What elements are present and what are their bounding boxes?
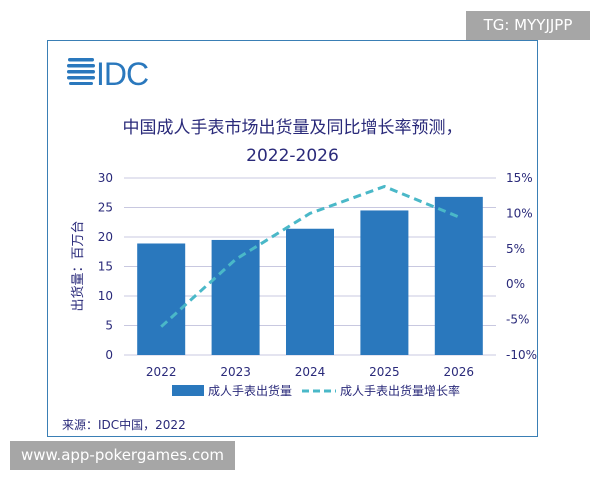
growth-rate-line [160,184,460,328]
y-tick-label: 15 [98,260,113,274]
x-tick-label: 2025 [369,365,400,379]
x-tick-label: 2026 [444,365,475,379]
watermark-top: TG: MYYJJPP [466,11,590,40]
title-line-1: 中国成人手表市场出货量及同比增长率预测， [122,118,463,138]
y2-tick-label: -10% [506,348,537,362]
source-note: 来源：IDC中国，2022 [62,418,186,432]
y2-tick-label: 5% [506,242,525,256]
y-tick-label: 0 [105,348,113,362]
chart-title: 中国成人手表市场出货量及同比增长率预测， 2022-2026 [47,114,538,170]
y-tick-label: 10 [98,289,113,303]
y-tick-label: 20 [98,230,113,244]
title-line-2: 2022-2026 [246,146,339,166]
bar-2026 [434,196,483,355]
watermark-bottom: www.app-pokergames.com [10,441,235,470]
legend-bar-swatch [172,385,204,396]
y2-tick-label: 10% [506,206,533,220]
y-tick-label: 5 [105,319,113,333]
y-tick-label: 30 [98,171,113,185]
y-tick-label: 25 [98,201,113,215]
chart-frame [47,40,538,437]
logo-text: IDC [96,56,148,92]
bar-2025 [360,210,409,355]
bar-2023 [211,239,260,355]
x-tick-label: 2022 [146,365,177,379]
legend-line-label: 成人手表出货量增长率 [340,383,460,398]
x-tick-label: 2024 [295,365,326,379]
y-axis-label: 出货量：百万台 [70,220,86,311]
y2-tick-label: -5% [506,313,529,327]
idc-globe-icon [67,58,95,85]
bar-2024 [286,228,334,355]
y2-tick-label: 15% [506,171,533,185]
x-tick-label: 2023 [220,365,251,379]
y2-tick-label: 0% [506,277,525,291]
legend-bar-label: 成人手表出货量 [208,383,292,398]
bar-2022 [137,243,186,355]
